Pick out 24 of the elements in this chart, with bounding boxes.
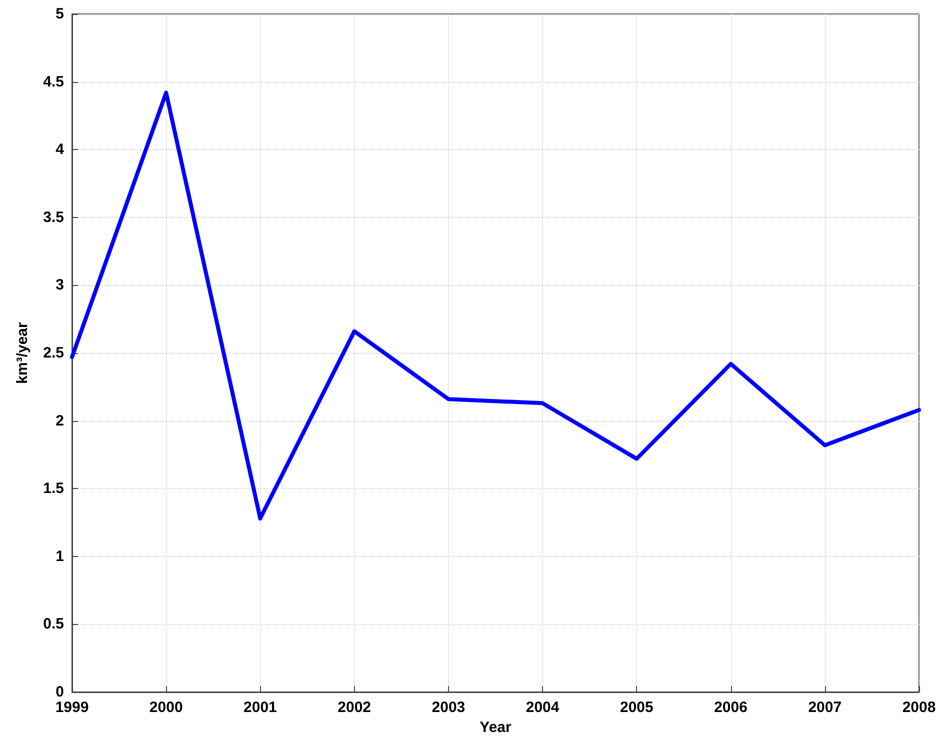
y-tick-label: 1.5 xyxy=(43,480,64,498)
x-tick-label: 2001 xyxy=(244,699,277,716)
y-axis-title: km³/year xyxy=(14,322,31,384)
x-tick-label: 1999 xyxy=(55,699,89,716)
x-tick-label: 2003 xyxy=(432,699,466,716)
x-tick-label: 2006 xyxy=(714,699,748,716)
y-tick-label: 5 xyxy=(56,6,64,22)
x-tick-label: 2005 xyxy=(620,699,654,716)
x-axis-title: Year xyxy=(480,718,512,736)
line-series xyxy=(70,90,921,520)
x-tick-label: 2007 xyxy=(808,699,842,716)
y-tick-label: 1 xyxy=(56,548,64,565)
y-tick-label: 0 xyxy=(56,684,64,700)
y-tick-label: 0.5 xyxy=(43,616,64,633)
x-tick-label: 2008 xyxy=(902,699,936,716)
x-tick-label: 2004 xyxy=(526,699,560,716)
x-tick-label: 2000 xyxy=(149,699,183,716)
y-tick-label: 3 xyxy=(56,276,64,294)
y-tick-label: 3.5 xyxy=(43,208,64,226)
x-tick-label: 2002 xyxy=(338,699,372,716)
y-tick-label: 2 xyxy=(56,412,64,430)
y-tick-label: 4 xyxy=(56,141,65,158)
y-tick-label: 4.5 xyxy=(43,73,64,90)
y-tick-label: 2.5 xyxy=(43,344,64,362)
